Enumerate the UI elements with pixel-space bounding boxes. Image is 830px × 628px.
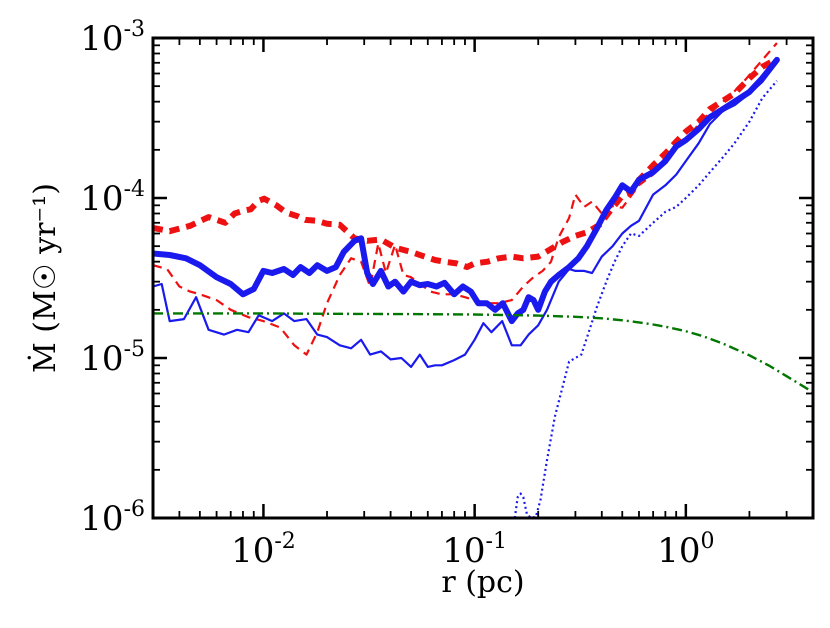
x-axis-label: r (pc) bbox=[441, 565, 524, 600]
x-tick-label: 10-1 bbox=[442, 529, 507, 571]
y-tick-label: 10-3 bbox=[80, 17, 145, 59]
series-line-green-dashdot bbox=[153, 312, 813, 394]
series-line-blue-thick-solid bbox=[153, 56, 780, 325]
series-line-red-thick-dashed bbox=[153, 56, 779, 271]
y-tick-label: 10-6 bbox=[80, 497, 145, 539]
series-line-blue-dotted bbox=[513, 80, 778, 518]
y-tick-label: 10-5 bbox=[80, 337, 145, 379]
x-tick-label: 100 bbox=[657, 529, 714, 571]
x-tick-label: 10-2 bbox=[231, 529, 296, 571]
plot-frame bbox=[151, 36, 815, 520]
series-layer bbox=[153, 42, 813, 518]
series-line-red-thin-dashed bbox=[153, 42, 778, 356]
y-tick-label: 10-4 bbox=[80, 177, 145, 219]
y-axis-label: Ṁ (M☉ yr⁻¹) bbox=[27, 183, 63, 373]
tick-labels: 10-2 10-1 100 10-6 10-5 10-4 10-3 bbox=[80, 17, 714, 571]
series-line-blue-thin-solid bbox=[153, 61, 778, 368]
